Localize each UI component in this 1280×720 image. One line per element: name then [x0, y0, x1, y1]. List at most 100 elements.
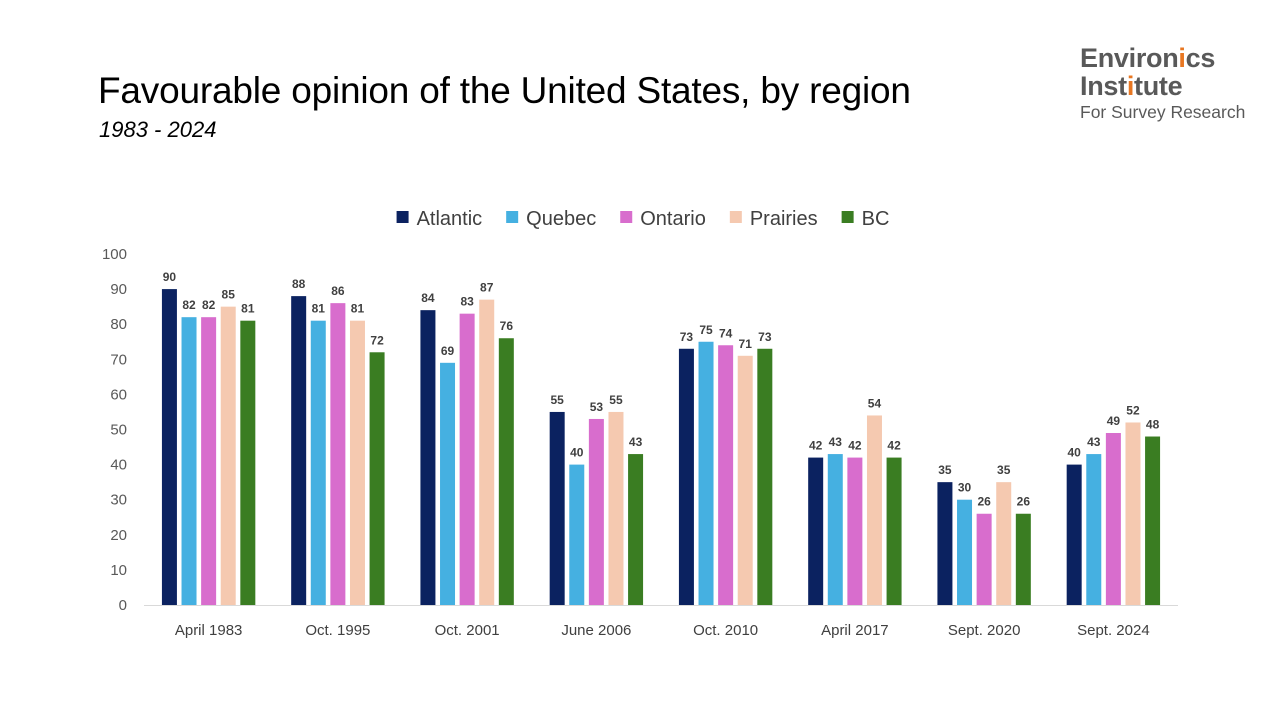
bar — [220, 306, 236, 605]
data-label: 86 — [331, 284, 345, 298]
x-tick-label: Oct. 1995 — [305, 622, 370, 639]
x-tick-label: Sept. 2024 — [1077, 622, 1150, 639]
data-label: 52 — [1126, 403, 1140, 417]
bar — [1066, 464, 1082, 605]
data-label: 84 — [421, 291, 435, 305]
y-tick-label: 0 — [119, 597, 127, 614]
bar — [737, 355, 753, 605]
bar — [310, 320, 326, 605]
logo-line-2: Institute — [1080, 71, 1183, 101]
data-label: 55 — [609, 393, 623, 407]
data-label: 35 — [938, 463, 952, 477]
bar — [479, 299, 495, 605]
data-label: 49 — [1107, 414, 1121, 428]
bar — [369, 352, 385, 605]
data-label: 90 — [163, 270, 177, 284]
data-label: 43 — [829, 435, 843, 449]
bar — [181, 317, 197, 605]
bar — [757, 348, 773, 605]
legend-label: Atlantic — [417, 208, 483, 230]
bar — [498, 338, 514, 605]
data-label: 30 — [958, 481, 972, 495]
legend-label: BC — [862, 208, 890, 230]
bar — [866, 415, 882, 605]
bar — [161, 289, 177, 605]
bar — [937, 482, 953, 605]
bar — [678, 348, 694, 605]
data-label: 26 — [1017, 495, 1031, 509]
y-tick-label: 60 — [110, 386, 127, 403]
data-label: 75 — [699, 323, 713, 337]
data-label: 55 — [550, 393, 564, 407]
legend-label: Prairies — [750, 208, 818, 230]
environics-logo: Environics Institute For Survey Research — [1080, 44, 1260, 123]
bar — [847, 457, 863, 605]
data-label: 72 — [370, 333, 384, 347]
bar — [957, 499, 973, 605]
data-label: 40 — [1067, 446, 1081, 460]
bar — [698, 341, 714, 605]
bar — [240, 320, 256, 605]
y-tick-label: 100 — [102, 246, 127, 263]
data-label: 43 — [629, 435, 643, 449]
bar — [996, 482, 1012, 605]
bar — [291, 296, 307, 605]
data-label: 85 — [222, 288, 236, 302]
bar — [549, 411, 565, 605]
y-tick-label: 10 — [110, 562, 127, 579]
legend-swatch — [841, 211, 854, 223]
x-tick-label: June 2006 — [561, 622, 631, 639]
bar — [588, 418, 604, 605]
legend-swatch — [506, 211, 519, 223]
data-label: 26 — [977, 495, 991, 509]
data-label: 81 — [351, 302, 365, 316]
x-tick-label: April 1983 — [175, 622, 243, 639]
data-label: 82 — [202, 298, 216, 312]
logo-line-3: For Survey Research — [1080, 102, 1246, 122]
y-tick-label: 80 — [110, 316, 127, 333]
data-label: 71 — [739, 337, 753, 351]
chart-title: Favourable opinion of the United States,… — [98, 70, 911, 111]
bar — [718, 345, 734, 605]
data-label: 73 — [680, 330, 694, 344]
y-tick-label: 40 — [110, 457, 127, 474]
data-label: 81 — [241, 302, 255, 316]
data-label: 76 — [500, 319, 514, 333]
legend-label: Ontario — [640, 208, 706, 230]
data-label: 81 — [312, 302, 326, 316]
data-label: 73 — [758, 330, 772, 344]
legend-swatch — [620, 211, 633, 223]
data-label: 53 — [590, 400, 604, 414]
bar — [1125, 422, 1141, 605]
x-tick-label: Oct. 2001 — [435, 622, 500, 639]
data-label: 54 — [868, 396, 882, 410]
data-label: 43 — [1087, 435, 1101, 449]
bar — [459, 313, 475, 605]
bar — [608, 411, 624, 605]
legend-swatch — [729, 211, 742, 223]
y-tick-label: 50 — [110, 422, 127, 439]
bar — [976, 513, 992, 605]
x-tick-label: Sept. 2020 — [948, 622, 1021, 639]
data-label: 42 — [887, 439, 901, 453]
data-label: 35 — [997, 463, 1011, 477]
data-label: 48 — [1146, 418, 1160, 432]
bar — [1086, 454, 1102, 605]
legend-label: Quebec — [526, 208, 596, 230]
data-label: 88 — [292, 277, 306, 291]
bar — [1015, 513, 1031, 605]
data-label: 42 — [848, 439, 862, 453]
bar — [201, 317, 217, 605]
data-label: 74 — [719, 326, 733, 340]
bar — [440, 362, 456, 605]
x-tick-label: Oct. 2010 — [693, 622, 758, 639]
y-tick-label: 90 — [110, 281, 127, 298]
legend-swatch — [396, 211, 409, 223]
data-label: 69 — [441, 344, 455, 358]
chart-subtitle: 1983 - 2024 — [99, 117, 217, 142]
bar — [886, 457, 902, 605]
bar — [808, 457, 824, 605]
bar — [349, 320, 365, 605]
bar — [569, 464, 585, 605]
